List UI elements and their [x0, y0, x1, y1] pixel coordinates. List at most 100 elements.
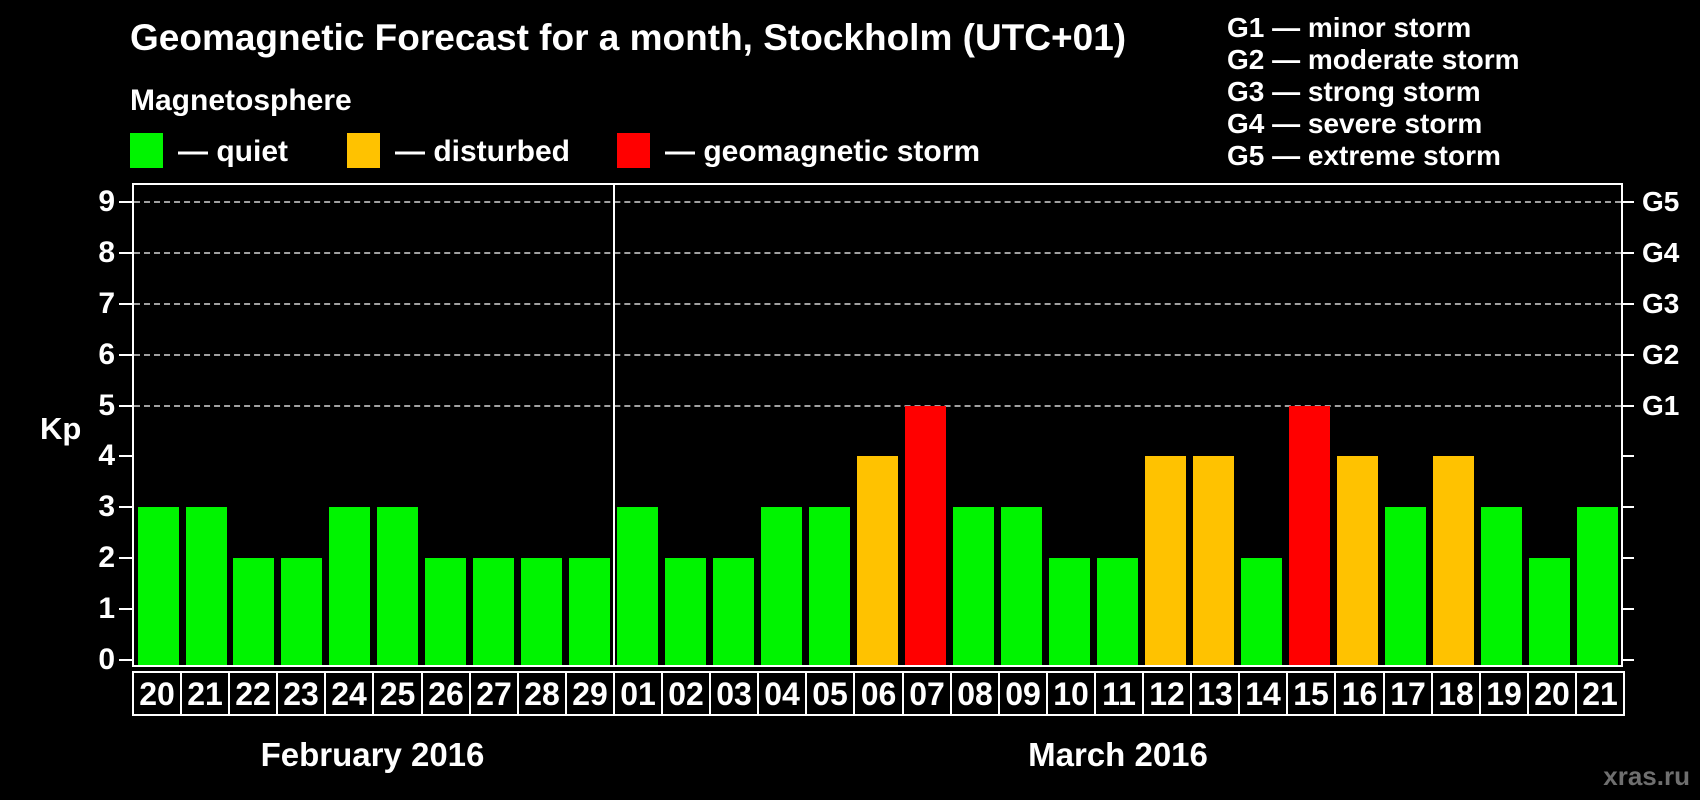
kp-bar: [377, 507, 419, 665]
date-label: 11: [1094, 671, 1144, 716]
g-legend-line-4: G4 — severe storm: [1227, 108, 1483, 139]
legend-label-storm: — geomagnetic storm: [665, 135, 981, 168]
month-label: March 2016: [1028, 736, 1208, 773]
y-tick: [119, 557, 132, 560]
y-tick-label: 6: [98, 337, 115, 371]
month-label: February 2016: [260, 736, 485, 773]
legend-label-disturbed: — disturbed: [395, 135, 571, 168]
g-scale-label-g5: G5: [1642, 185, 1680, 217]
g-scale-label-g2: G2: [1642, 338, 1680, 370]
kp-bar: [1144, 456, 1186, 665]
date-label: 15: [1286, 671, 1336, 716]
date-label: 28: [517, 671, 567, 716]
kp-bar: [617, 507, 659, 665]
date-label: 29: [565, 671, 615, 716]
date-label: 10: [1046, 671, 1096, 716]
kp-bar: [569, 558, 611, 665]
gridline-kp7: [134, 302, 1621, 305]
y-tick-label: 0: [98, 643, 115, 676]
watermark: xras.ru: [1603, 761, 1690, 791]
kp-bar: [905, 405, 946, 665]
legend-label-quiet: — quiet: [178, 135, 288, 168]
date-label: 21: [1575, 671, 1625, 716]
g-scale-label-g3: G3: [1642, 287, 1680, 319]
kp-bar: [952, 507, 994, 665]
gridline-kp5: [134, 404, 1621, 407]
date-label: 04: [757, 671, 807, 716]
y-tick: [119, 455, 132, 458]
kp-bar: [473, 558, 515, 665]
date-label: 20: [1527, 671, 1577, 716]
kp-bar: [1528, 558, 1570, 665]
date-label: 24: [324, 671, 374, 716]
kp-bar: [137, 507, 179, 665]
date-label: 25: [372, 671, 423, 716]
kp-bar: [1480, 507, 1522, 665]
date-label: 26: [421, 671, 471, 716]
y-tick: [119, 251, 132, 254]
date-label: 16: [1334, 671, 1385, 716]
kp-bar: [425, 558, 467, 665]
page-title: Geomagnetic Forecast for a month, Stockh…: [130, 17, 1127, 58]
y-tick: [119, 404, 132, 407]
kp-bar: [665, 558, 707, 665]
kp-bar: [1288, 405, 1330, 665]
y-tick: [119, 608, 132, 611]
g-legend-line-3: G3 — strong storm: [1227, 76, 1481, 107]
y-tick-label: 2: [98, 541, 115, 575]
date-label: 22: [228, 671, 278, 716]
date-label: 03: [709, 671, 759, 716]
gridline-kp9: [134, 200, 1621, 203]
kp-bar: [857, 456, 898, 665]
magnetosphere-label: Magnetosphere: [130, 84, 352, 117]
date-label: 09: [998, 671, 1048, 716]
status-legend: — quiet — disturbed — geomagnetic storm: [0, 0, 1700, 175]
date-label: 21: [180, 671, 230, 716]
date-label: 12: [1142, 671, 1192, 716]
kp-bar: [1096, 558, 1138, 665]
plot-area: [134, 185, 1621, 665]
date-label: 23: [276, 671, 326, 716]
date-label: 06: [853, 671, 904, 716]
date-label: 01: [613, 671, 663, 716]
kp-bar: [329, 507, 371, 665]
kp-bar: [1048, 558, 1090, 665]
g-legend-line-1: G1 — minor storm: [1227, 12, 1472, 43]
disturbed-swatch: [347, 133, 380, 168]
kp-bar: [713, 558, 755, 665]
date-label: 18: [1431, 671, 1481, 716]
g-legend-line-2: G2 — moderate storm: [1227, 44, 1520, 75]
kp-bar: [233, 558, 275, 665]
g-scale-legend: G1 — minor storm G2 — moderate storm G3 — …: [1227, 12, 1520, 172]
month-separator: [612, 185, 615, 665]
kp-bar: [809, 507, 850, 665]
g-legend-line-5: G5 — extreme storm: [1227, 140, 1501, 171]
date-label: 07: [902, 671, 952, 716]
y-tick-label: 9: [98, 184, 115, 218]
kp-bar: [185, 507, 227, 665]
gridline-kp8: [134, 251, 1621, 254]
kp-bar: [1384, 507, 1426, 665]
date-label: 08: [950, 671, 1000, 716]
date-label: 27: [469, 671, 519, 716]
y-tick: [119, 506, 132, 509]
kp-bar: [1000, 507, 1042, 665]
kp-bar: [1336, 456, 1378, 665]
y-tick-label: 7: [98, 286, 115, 320]
g-scale-label-g1: G1: [1642, 389, 1680, 421]
kp-bar: [761, 507, 803, 665]
y-tick: [119, 302, 132, 305]
kp-bar: [1576, 507, 1618, 665]
plot-area-frame: [132, 183, 1623, 667]
y-tick: [119, 200, 132, 203]
y-tick-label: 1: [98, 592, 115, 626]
y-tick-label: 8: [98, 235, 115, 269]
storm-swatch: [617, 133, 650, 168]
g-scale-label-g4: G4: [1642, 236, 1680, 268]
y-tick: [119, 659, 132, 661]
y-tick-label: 3: [98, 490, 115, 524]
kp-bar: [1240, 558, 1282, 665]
date-label: 20: [132, 671, 182, 716]
kp-bar: [1192, 456, 1234, 665]
date-label: 13: [1190, 671, 1240, 716]
